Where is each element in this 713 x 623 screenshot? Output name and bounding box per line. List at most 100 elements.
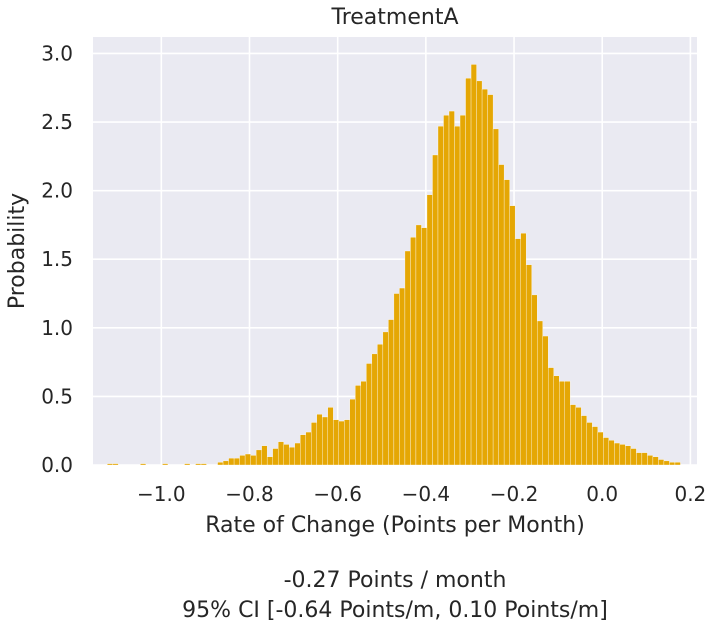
histogram-bar xyxy=(421,227,428,466)
histogram-bar xyxy=(647,455,654,466)
histogram-bar xyxy=(322,416,328,466)
x-tick-label: −0.8 xyxy=(225,482,274,506)
x-tick-label: 0.0 xyxy=(586,482,618,506)
histogram-bar xyxy=(481,88,488,466)
y-tick-label: 1.5 xyxy=(41,247,73,271)
histogram-bar xyxy=(487,94,494,466)
histogram-bar xyxy=(531,294,538,466)
estimate-caption: -0.27 Points / month xyxy=(284,568,507,593)
histogram-bar xyxy=(316,414,323,466)
histogram-bar xyxy=(272,448,279,466)
histogram-bar xyxy=(537,320,543,466)
histogram-bar xyxy=(586,422,593,466)
histogram-bar xyxy=(492,128,499,466)
histogram-bar xyxy=(658,459,665,466)
histogram-bar xyxy=(542,335,549,466)
histogram-bar xyxy=(437,125,444,466)
histogram-bar xyxy=(448,110,455,466)
histogram-bar xyxy=(222,460,229,466)
x-axis-ticks: −1.0 −0.8 −0.6 −0.4 −0.2 0.0 0.2 xyxy=(137,482,706,506)
histogram-bar xyxy=(410,237,417,466)
histogram-bar xyxy=(388,319,395,466)
histogram-bar xyxy=(608,440,615,466)
histogram-bar xyxy=(454,125,461,466)
histogram-bars xyxy=(107,64,681,466)
histogram-bar xyxy=(426,194,433,466)
histogram-bar xyxy=(333,419,339,466)
histogram-bar xyxy=(470,64,477,466)
histogram-bar xyxy=(564,381,571,466)
histogram-bar xyxy=(344,419,350,466)
histogram-bar xyxy=(184,463,191,466)
histogram-bar xyxy=(603,437,609,466)
histogram-bar xyxy=(289,446,295,466)
histogram-bar xyxy=(432,154,439,466)
histogram-bar xyxy=(592,426,598,466)
histogram-bar xyxy=(465,77,472,466)
y-axis-label: Probability xyxy=(5,193,30,309)
histogram-bar xyxy=(652,456,659,466)
histogram-bar xyxy=(663,460,670,466)
histogram-bar xyxy=(399,287,406,466)
histogram-bar xyxy=(349,398,356,466)
histogram-bar xyxy=(338,420,345,466)
histogram-bar xyxy=(239,455,246,466)
histogram-bar xyxy=(311,422,317,466)
histogram-bar xyxy=(525,264,532,466)
y-tick-label: 0.0 xyxy=(41,453,73,477)
histogram-bar xyxy=(498,164,505,466)
histogram-bar xyxy=(112,463,119,466)
x-tick-label: −0.2 xyxy=(490,482,539,506)
x-tick-label: −0.6 xyxy=(313,482,362,506)
histogram-bar xyxy=(382,331,389,466)
y-axis-ticks: 0.0 0.5 1.0 1.5 2.0 2.5 3.0 xyxy=(41,41,73,477)
y-tick-label: 1.0 xyxy=(41,316,73,340)
y-tick-label: 3.0 xyxy=(41,41,73,65)
histogram-bar xyxy=(266,456,273,466)
histogram-bar xyxy=(393,293,400,466)
x-tick-label: −0.4 xyxy=(402,482,451,506)
confidence-interval-caption: 95% CI [-0.64 Points/m, 0.10 Points/m] xyxy=(182,598,608,623)
histogram-bar xyxy=(200,463,207,466)
histogram-bar xyxy=(619,444,626,466)
histogram-bar xyxy=(559,381,565,466)
histogram-bar xyxy=(233,457,240,466)
histogram-bar xyxy=(366,363,373,466)
y-tick-label: 2.5 xyxy=(41,110,73,134)
histogram-bar xyxy=(520,232,527,466)
histogram-bar xyxy=(217,462,224,466)
histogram-bar xyxy=(360,381,367,466)
histogram-bar xyxy=(195,463,202,466)
y-tick-label: 0.5 xyxy=(41,384,73,408)
histogram-bar xyxy=(250,455,257,466)
histogram-bar xyxy=(614,442,621,466)
histogram-bar xyxy=(327,407,334,466)
histogram-bar xyxy=(244,453,251,466)
histogram-bar xyxy=(636,452,643,466)
chart-title: TreatmentA xyxy=(331,5,459,30)
histogram-bar xyxy=(277,441,284,466)
x-axis-label: Rate of Change (Points per Month) xyxy=(205,513,585,538)
histogram-bar xyxy=(548,367,554,466)
histogram-bar xyxy=(404,250,411,466)
x-tick-label: −1.0 xyxy=(137,482,186,506)
histogram-bar xyxy=(459,115,466,466)
x-tick-label: 0.2 xyxy=(674,482,706,506)
histogram-bar xyxy=(476,80,483,466)
histogram-bar xyxy=(255,449,262,466)
histogram-bar xyxy=(514,238,521,466)
histogram-bar xyxy=(553,375,560,466)
y-tick-label: 2.0 xyxy=(41,179,73,203)
histogram-bar xyxy=(570,404,576,466)
histogram-bar xyxy=(261,445,268,466)
histogram-bar xyxy=(625,445,632,466)
histogram-bar xyxy=(107,463,114,466)
histogram-bar xyxy=(503,179,510,466)
histogram-bar xyxy=(305,431,312,466)
histogram-bar xyxy=(443,115,450,466)
histogram-bar xyxy=(575,407,582,466)
histogram-bar xyxy=(415,224,422,466)
histogram-bar xyxy=(371,353,378,466)
histogram-bar xyxy=(294,442,301,466)
